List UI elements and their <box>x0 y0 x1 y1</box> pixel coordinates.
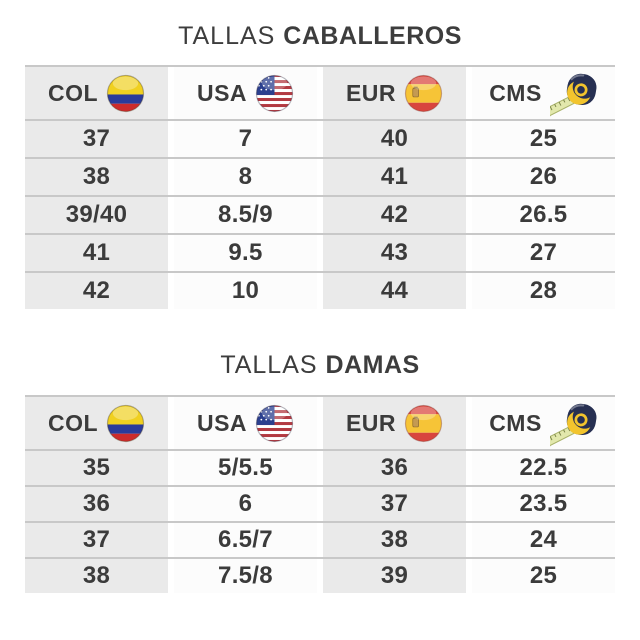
cms-label: CMS <box>489 79 542 106</box>
size-cell-usa: 8 <box>174 159 317 195</box>
size-cell-eur: 41 <box>323 159 466 195</box>
eur-label: EUR <box>345 79 397 106</box>
size-cell-col: 36 <box>25 487 168 521</box>
title-word-light: TALLAS <box>178 22 276 50</box>
column-header-cms: CMS <box>472 397 615 449</box>
size-cell-usa: 6.5/7 <box>174 523 317 557</box>
size-cell-cms: 23.5 <box>472 487 615 521</box>
col-label: COL <box>47 79 99 106</box>
size-row: 37 6.5/7 38 24 <box>25 521 615 557</box>
column-header-cms: CMS <box>472 67 615 119</box>
column-header-usa: USA <box>174 67 317 119</box>
size-cell-col: 35 <box>25 451 168 485</box>
size-cell-usa: 9.5 <box>174 235 317 271</box>
size-cell-usa: 10 <box>174 273 317 309</box>
size-row: 37 7 40 25 <box>25 119 615 157</box>
size-cell-cms: 26 <box>472 159 615 195</box>
mens-size-table: COL USA <box>25 65 615 309</box>
size-row: 36 6 37 23.5 <box>25 485 615 521</box>
size-cell-eur: 44 <box>323 273 466 309</box>
size-cell-cms: 22.5 <box>472 451 615 485</box>
column-header-usa: USA <box>174 397 317 449</box>
size-cell-eur: 37 <box>323 487 466 521</box>
size-cell-eur: 36 <box>323 451 466 485</box>
size-cell-cms: 25 <box>472 121 615 157</box>
size-row: 42 10 44 28 <box>25 271 615 309</box>
mens-table-title: TALLAS CABALLEROS <box>25 0 615 51</box>
size-cell-col: 41 <box>25 235 168 271</box>
size-cell-eur: 43 <box>323 235 466 271</box>
size-cell-col: 39/40 <box>25 197 168 233</box>
womens-table-title: TALLAS DAMAS <box>25 309 615 380</box>
title-word-light: TALLAS <box>220 351 318 379</box>
mens-size-section: TALLAS CABALLEROS COL <box>25 0 615 309</box>
size-cell-usa: 8.5/9 <box>174 197 317 233</box>
column-header-eur: EUR <box>323 67 466 119</box>
usa-flag-icon <box>255 404 294 442</box>
womens-size-section: TALLAS DAMAS COL <box>25 309 615 593</box>
mens-table-rows: 37 7 40 25 38 8 41 26 39/40 8.5/9 42 26.5 41 9.5 43 27 4… <box>25 119 615 309</box>
column-header-col: COL <box>25 397 168 449</box>
eur-label: EUR <box>345 409 397 436</box>
size-cell-col: 37 <box>25 523 168 557</box>
size-cell-usa: 7.5/8 <box>174 559 317 593</box>
size-cell-cms: 25 <box>472 559 615 593</box>
size-cell-cms: 26.5 <box>472 197 615 233</box>
size-cell-col: 38 <box>25 159 168 195</box>
size-cell-eur: 40 <box>323 121 466 157</box>
size-cell-eur: 39 <box>323 559 466 593</box>
size-cell-col: 37 <box>25 121 168 157</box>
size-row: 35 5/5.5 36 22.5 <box>25 449 615 485</box>
size-cell-usa: 6 <box>174 487 317 521</box>
size-cell-cms: 28 <box>472 273 615 309</box>
size-row: 38 7.5/8 39 25 <box>25 557 615 593</box>
size-row: 39/40 8.5/9 42 26.5 <box>25 195 615 233</box>
mens-header-row: COL USA <box>25 65 615 119</box>
tape-measure-icon <box>549 73 597 117</box>
usa-flag-icon <box>255 74 294 112</box>
womens-table-rows: 35 5/5.5 36 22.5 36 6 37 23.5 37 6.5/7 38 24 38 7.5/8… <box>25 449 615 593</box>
size-cell-usa: 7 <box>174 121 317 157</box>
size-cell-eur: 38 <box>323 523 466 557</box>
title-word-bold: CABALLEROS <box>283 22 462 50</box>
size-cell-cms: 24 <box>472 523 615 557</box>
size-row: 41 9.5 43 27 <box>25 233 615 271</box>
womens-size-table: COL USA <box>25 395 615 593</box>
title-word-bold: DAMAS <box>325 351 420 379</box>
size-cell-cms: 27 <box>472 235 615 271</box>
size-cell-col: 38 <box>25 559 168 593</box>
usa-label: USA <box>196 409 248 436</box>
size-cell-col: 42 <box>25 273 168 309</box>
usa-label: USA <box>196 79 248 106</box>
size-cell-usa: 5/5.5 <box>174 451 317 485</box>
womens-header-row: COL USA <box>25 395 615 449</box>
spain-flag-icon <box>404 404 443 442</box>
size-cell-eur: 42 <box>323 197 466 233</box>
column-header-col: COL <box>25 67 168 119</box>
colombia-flag-icon <box>106 74 145 112</box>
colombia-flag-icon <box>106 404 145 442</box>
tape-measure-icon <box>549 403 597 447</box>
spain-flag-icon <box>404 74 443 112</box>
size-row: 38 8 41 26 <box>25 157 615 195</box>
column-header-eur: EUR <box>323 397 466 449</box>
col-label: COL <box>47 409 99 436</box>
cms-label: CMS <box>489 409 542 436</box>
